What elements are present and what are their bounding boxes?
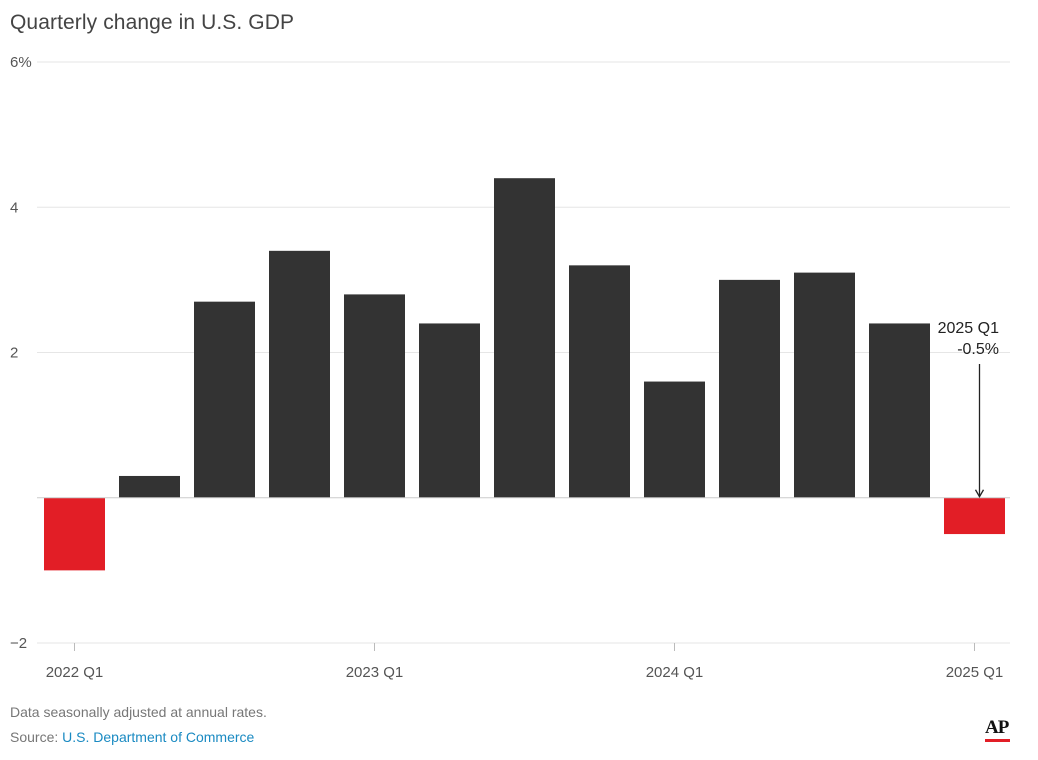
y-axis-ticks: 6% 4 2 −2 <box>10 54 32 652</box>
x-axis-ticks: 2022 Q1 2023 Q1 2024 Q1 2025 Q1 <box>46 643 1004 681</box>
annotation-label: 2025 Q1 <box>938 320 999 337</box>
annotation: 2025 Q1 -0.5% <box>938 320 999 499</box>
annotation-value: -0.5% <box>957 341 999 358</box>
x-tick-label: 2022 Q1 <box>46 664 104 681</box>
y-tick-label: 4 <box>10 199 18 216</box>
source-prefix: Source: <box>10 729 63 745</box>
bar-2024-q4 <box>869 323 930 498</box>
x-tick-label: 2023 Q1 <box>346 664 404 681</box>
x-tick-label: 2025 Q1 <box>946 664 1004 681</box>
footnote: Data seasonally adjusted at annual rates… <box>10 704 267 720</box>
annotation-arrowhead <box>974 489 985 499</box>
bar-2023-q2 <box>419 323 480 498</box>
y-tick-label: −2 <box>10 635 27 652</box>
bar-2023-q4 <box>569 265 630 498</box>
bar-2024-q3 <box>794 272 855 498</box>
source-line: Source: U.S. Department of Commerce <box>10 729 254 745</box>
source-link[interactable]: U.S. Department of Commerce <box>62 729 255 745</box>
ap-logo-bar <box>985 739 1010 742</box>
chart-title: Quarterly change in U.S. GDP <box>10 11 295 34</box>
y-tick-label: 2 <box>10 345 18 362</box>
bar-2023-q1 <box>344 294 405 498</box>
bar-2023-q3 <box>494 178 555 498</box>
bar-2022-q2 <box>119 475 180 498</box>
bar-2022-q3 <box>194 301 255 498</box>
bar-chart: 6% 4 2 −2 2022 Q1 2023 Q1 2024 Q1 2025 Q1 2025… <box>10 54 1010 681</box>
bar-2022-q4 <box>269 250 330 498</box>
bar-2025-q1 <box>944 497 1005 535</box>
ap-logo: AP <box>985 717 1011 743</box>
y-tick-label: 6% <box>10 54 32 71</box>
bar-2024-q2 <box>719 279 780 498</box>
bars <box>44 178 1005 571</box>
x-tick-label: 2024 Q1 <box>646 664 704 681</box>
bar-2024-q1 <box>644 381 705 498</box>
ap-logo-text: AP <box>985 717 1009 738</box>
bar-2022-q1 <box>44 497 105 571</box>
